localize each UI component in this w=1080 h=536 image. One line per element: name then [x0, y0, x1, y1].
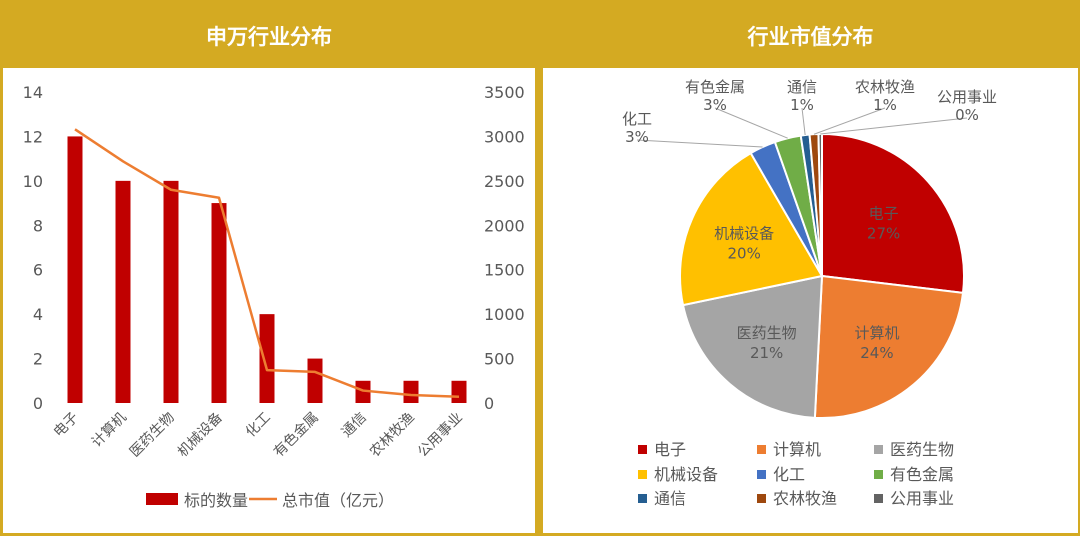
pie-slice — [821, 132, 965, 294]
slice-label: 电子 — [869, 204, 899, 222]
legend-swatch — [638, 445, 647, 454]
legend-line-label: 总市值（亿元） — [282, 491, 394, 510]
x-tick-label: 公用事业 — [415, 410, 466, 461]
bar — [355, 380, 371, 403]
legend-swatch — [638, 470, 647, 479]
bar — [211, 203, 227, 403]
legend-swatch — [874, 445, 883, 454]
slice-percent: 1% — [790, 96, 814, 114]
slice-percent: 1% — [873, 96, 897, 114]
legend-label: 机械设备 — [654, 465, 718, 484]
legend-swatch — [874, 470, 883, 479]
legend-label: 电子 — [654, 440, 686, 459]
legend-label: 计算机 — [773, 440, 821, 459]
x-tick-label: 农林牧渔 — [367, 410, 418, 461]
line-series — [74, 128, 460, 399]
bar — [163, 180, 179, 403]
slice-percent: 3% — [703, 96, 727, 114]
y-tick-label: 10 — [23, 172, 43, 191]
pie-chart-area: 电子 27% 计算机 24% 医药生物 21% 机械设备 20% 化工 3% 有色金属 3% 通信 1% 农… — [543, 68, 1078, 533]
y-tick-label: 8 — [33, 216, 43, 235]
bar — [307, 358, 323, 403]
y2-tick-label: 0 — [484, 394, 494, 413]
leader-line — [714, 107, 788, 139]
legend-label: 公用事业 — [890, 489, 954, 508]
legend-label: 医药生物 — [890, 440, 954, 459]
slice-percent: 20% — [728, 244, 761, 262]
pie-chart: 电子27%计算机24%医药生物21%机械设备20%化工3%有色金属3%通信1%农… — [622, 78, 997, 508]
industry-distribution-panel: 申万行业分布 0 2 4 6 8 10 12 14 0 500 1000 1500 2000 2500 30… — [0, 0, 538, 536]
bar — [451, 380, 467, 403]
y2-tick-label: 1500 — [484, 261, 525, 280]
pie-slice — [681, 274, 824, 419]
legend-label: 化工 — [773, 465, 805, 484]
y2-tick-label: 3000 — [484, 127, 525, 146]
legend-bar-label: 标的数量 — [184, 491, 248, 510]
slice-label: 通信 — [787, 78, 817, 96]
slice-label: 公用事业 — [937, 88, 997, 106]
pie-slice — [679, 151, 824, 307]
legend-label: 农林牧渔 — [773, 489, 837, 508]
y2-tick-label: 1000 — [484, 305, 525, 324]
bar — [115, 180, 131, 403]
leader-line — [813, 107, 886, 135]
slice-percent: 21% — [750, 344, 783, 362]
leader-line — [636, 139, 763, 148]
y2-tick-label: 500 — [484, 350, 515, 369]
slice-percent: 27% — [867, 224, 900, 242]
y-tick-label: 14 — [23, 83, 43, 102]
panel-title: 行业市值分布 — [747, 25, 874, 49]
slice-label: 计算机 — [854, 324, 899, 342]
y2-tick-label: 2000 — [484, 216, 525, 235]
legend-swatch — [874, 494, 883, 503]
panel-title: 申万行业分布 — [206, 25, 332, 49]
x-tick-label: 医药生物 — [127, 410, 178, 461]
bar — [67, 136, 83, 403]
slice-label: 化工 — [622, 110, 652, 128]
bar — [403, 380, 419, 403]
y-tick-label: 4 — [33, 305, 43, 324]
x-tick-label: 通信 — [339, 410, 370, 441]
leader-line — [820, 117, 968, 135]
legend-label: 有色金属 — [890, 465, 954, 484]
slice-label: 有色金属 — [685, 78, 745, 96]
slice-label: 机械设备 — [714, 224, 774, 242]
leader-line — [801, 107, 806, 136]
slice-percent: 24% — [860, 344, 893, 362]
legend-swatch — [757, 470, 766, 479]
slice-label: 农林牧渔 — [855, 78, 915, 96]
legend-bar-swatch — [146, 493, 178, 505]
x-tick-label: 计算机 — [89, 410, 130, 451]
legend-swatch — [757, 494, 766, 503]
y-tick-label: 12 — [23, 127, 43, 146]
x-tick-label: 机械设备 — [174, 409, 226, 461]
bar-chart-area: 0 2 4 6 8 10 12 14 0 500 1000 1500 2000 2500 3000 3500 电… — [3, 68, 535, 533]
bar — [259, 314, 275, 403]
pie-slice — [813, 274, 965, 419]
legend-label: 通信 — [654, 489, 686, 508]
y-tick-label: 0 — [33, 394, 43, 413]
x-tick-label: 有色金属 — [270, 409, 322, 461]
market-cap-distribution-panel: 行业市值分布 电子 27% 计算机 24% 医药生物 21% 机械设备 20% 化工 3% 有色金属… — [541, 0, 1080, 536]
legend-swatch — [757, 445, 766, 454]
slice-percent: 3% — [625, 128, 649, 146]
y2-tick-label: 3500 — [484, 83, 525, 102]
y-tick-label: 6 — [33, 261, 43, 280]
x-tick-label: 化工 — [243, 410, 274, 441]
legend-swatch — [638, 494, 647, 503]
slice-label: 医药生物 — [737, 324, 797, 342]
x-tick-label: 电子 — [51, 410, 82, 441]
slice-percent: 0% — [955, 106, 979, 124]
y-tick-label: 2 — [33, 350, 43, 369]
bar-line-combo-chart: 0 2 4 6 8 10 12 14 0 500 1000 1500 2000 2500 3000 3500 电… — [23, 83, 525, 510]
y2-tick-label: 2500 — [484, 172, 525, 191]
